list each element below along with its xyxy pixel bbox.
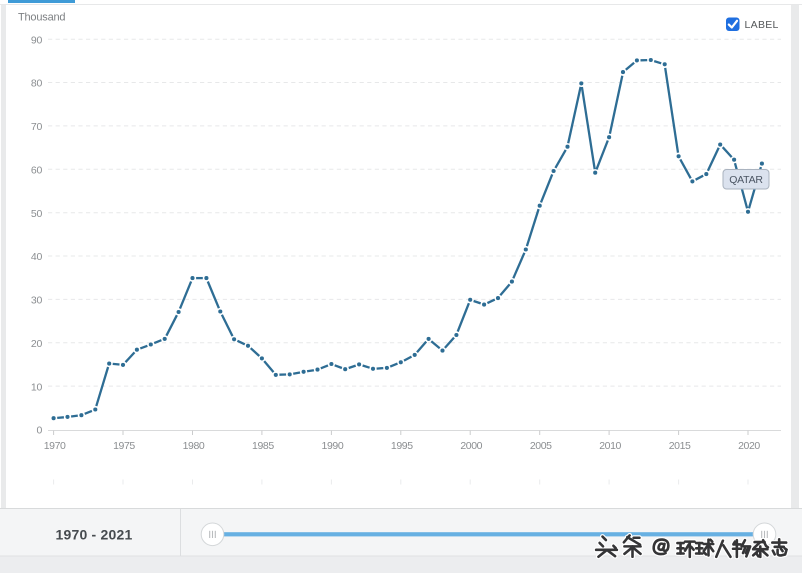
svg-text:0: 0: [36, 425, 42, 437]
svg-text:2010: 2010: [599, 440, 621, 452]
svg-text:1995: 1995: [391, 440, 413, 452]
svg-text:40: 40: [31, 251, 43, 263]
svg-text:1970 - 2021: 1970 - 2021: [56, 526, 133, 542]
svg-text:Thousand: Thousand: [18, 12, 65, 24]
svg-text:20: 20: [31, 338, 43, 350]
svg-text:2015: 2015: [669, 440, 691, 452]
svg-text:60: 60: [31, 165, 43, 177]
svg-text:QATAR: QATAR: [729, 174, 763, 186]
svg-text:10: 10: [31, 381, 43, 393]
svg-text:2000: 2000: [460, 440, 482, 452]
svg-text:80: 80: [31, 78, 43, 90]
svg-text:1990: 1990: [322, 440, 344, 452]
svg-text:1975: 1975: [113, 440, 135, 452]
svg-text:30: 30: [31, 295, 43, 307]
svg-text:1985: 1985: [252, 440, 274, 452]
svg-text:2005: 2005: [530, 440, 552, 452]
svg-text:2020: 2020: [738, 440, 760, 452]
svg-text:LABEL: LABEL: [745, 19, 779, 31]
svg-text:1980: 1980: [183, 440, 205, 452]
svg-text:70: 70: [31, 121, 43, 133]
svg-text:1970: 1970: [44, 440, 66, 452]
svg-text:50: 50: [31, 208, 43, 220]
svg-text:90: 90: [31, 34, 43, 46]
